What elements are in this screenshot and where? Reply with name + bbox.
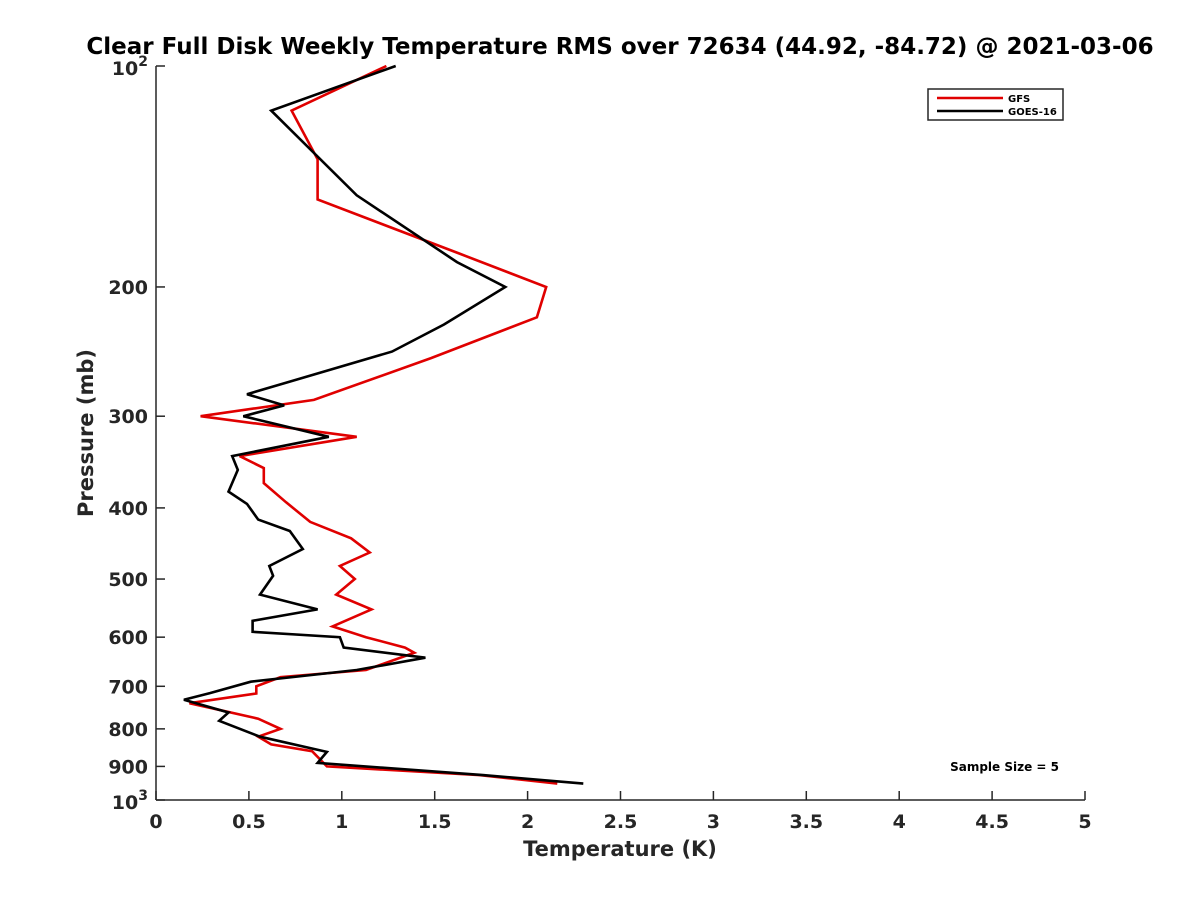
chart-title: Clear Full Disk Weekly Temperature RMS o… — [86, 34, 1153, 60]
x-axis: 0 0.5 1 1.5 2 2.5 3 3.5 4 4.5 5 — [149, 791, 1092, 833]
y-tick-label: 500 — [108, 569, 148, 591]
x-tick-label: 1 — [335, 811, 348, 833]
y-tick-label: 200 — [108, 277, 148, 299]
legend-label: GFS — [1008, 94, 1030, 105]
y-tick-label: 103 — [112, 788, 148, 814]
x-tick-label: 1.5 — [418, 811, 452, 833]
plot-area — [155, 66, 1085, 801]
y-tick-label: 800 — [108, 719, 148, 741]
y-tick-label: 300 — [108, 406, 148, 428]
y-tick-label: 400 — [108, 498, 148, 520]
series-line-goes-16 — [183, 64, 584, 785]
x-tick-label: 4.5 — [975, 811, 1009, 833]
y-tick-label: 900 — [108, 756, 148, 778]
sample-size-annotation: Sample Size = 5 — [950, 760, 1059, 774]
x-tick-label: 3.5 — [789, 811, 823, 833]
series-line-gfs — [189, 64, 558, 785]
x-tick-label: 5 — [1078, 811, 1091, 833]
x-tick-label: 0 — [149, 811, 162, 833]
legend-box — [927, 88, 1064, 121]
y-tick-label: 600 — [108, 627, 148, 649]
y-tick-label: 700 — [108, 676, 148, 698]
x-tick-label: 2 — [521, 811, 534, 833]
y-axis-label: Pressure (mb) — [74, 349, 98, 517]
legend-label: GOES-16 — [1008, 107, 1057, 118]
y-axis: 102 200 300 400 500 600 700 800 900 103 — [108, 54, 165, 814]
x-tick-label: 2.5 — [604, 811, 638, 833]
series-layer — [183, 64, 584, 785]
x-tick-label: 3 — [707, 811, 720, 833]
y-tick-label: 102 — [112, 54, 148, 80]
x-axis-label: Temperature (K) — [523, 837, 717, 861]
x-tick-label: 4 — [893, 811, 906, 833]
legend: GFS GOES-16 — [927, 88, 1064, 121]
x-tick-label: 0.5 — [232, 811, 266, 833]
